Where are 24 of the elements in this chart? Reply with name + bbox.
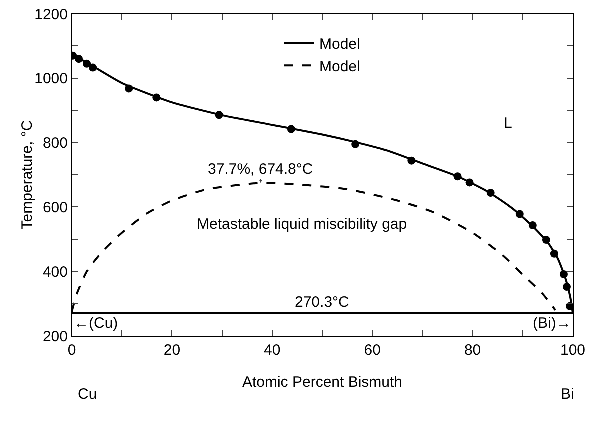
x-axis-title: Atomic Percent Bismuth [242,374,403,391]
y-tick-label: 200 [42,328,68,346]
annotation: L [504,115,512,132]
legend-label: Model [320,36,360,53]
x-tick-label: 20 [164,342,181,359]
text: Cu [78,386,98,403]
y-tick-label: 800 [42,135,68,152]
y-tick-label: 1000 [34,70,68,88]
x-tick-label: 60 [364,342,381,359]
text: Bi [561,386,574,403]
x-tick-label: 80 [464,342,482,359]
y-tick-label: 600 [42,199,68,216]
x-tick-label: 40 [264,342,281,359]
x-tick-label: 0 [68,342,76,359]
annotation: 37.7%, 674.8°C [208,161,314,178]
annotation: ←(Cu) [74,315,118,332]
annotation: Metastable liquid miscibility gap [197,216,408,233]
annotation: (Bi)→ [533,315,572,332]
x-tick-label: 100 [560,342,586,359]
y-axis-title: Temperature, °C [19,120,36,230]
y-tick-label: 400 [42,264,68,281]
ref-line-label: 270.3°C [295,294,350,311]
y-tick-label: 1200 [34,6,68,24]
legend-label: Model [320,58,360,76]
